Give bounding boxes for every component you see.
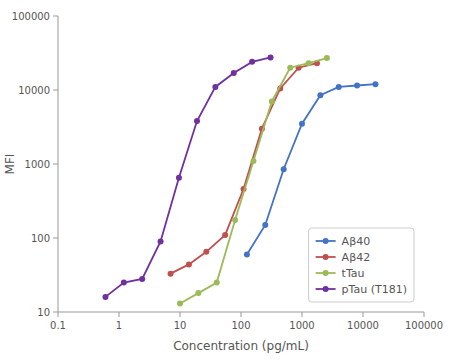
- data-point: [186, 261, 192, 267]
- data-point: [249, 59, 255, 65]
- series-line: [171, 63, 317, 273]
- x-tick: [302, 312, 303, 317]
- x-tick: [241, 312, 242, 317]
- data-point: [287, 65, 293, 71]
- legend-marker: [323, 270, 329, 276]
- y-tick: [53, 164, 58, 165]
- x-tick: [363, 312, 364, 317]
- y-axis-label: MFI: [3, 154, 17, 175]
- chart: 0.1 1 10 100 1000 10000 100000 10 100 1000 10000 10…: [0, 0, 450, 360]
- data-point: [262, 222, 268, 228]
- y-tick: [53, 16, 58, 17]
- x-tick-label: 1: [116, 320, 122, 331]
- legend-marker: [323, 286, 329, 292]
- data-point: [203, 249, 209, 255]
- data-point: [306, 60, 312, 66]
- data-point: [336, 84, 342, 90]
- legend-label: Aβ42: [342, 251, 371, 264]
- data-point: [372, 81, 378, 87]
- legend: Aβ40 Aβ42 tTau pTau (T181): [309, 228, 414, 302]
- legend-label: tTau: [342, 267, 365, 280]
- y-tick-label: 100000: [12, 11, 50, 22]
- legend-marker: [323, 254, 329, 260]
- data-point: [269, 98, 275, 104]
- y-tick-label: 1000: [25, 159, 50, 170]
- y-tick: [53, 312, 58, 313]
- x-tick: [58, 312, 59, 317]
- x-tick-label: 10: [174, 320, 187, 331]
- y-tick-label: 10: [37, 307, 50, 318]
- y-tick-label: 10000: [18, 85, 50, 96]
- data-point: [354, 83, 360, 89]
- x-tick-label: 10000: [347, 320, 379, 331]
- data-point: [195, 290, 201, 296]
- data-point: [222, 232, 228, 238]
- data-point: [176, 175, 182, 181]
- x-axis-label: Concentration (pg/mL): [173, 339, 309, 353]
- x-tick: [180, 312, 181, 317]
- data-point: [324, 55, 330, 61]
- y-tick-label: 100: [31, 233, 50, 244]
- data-point: [194, 118, 200, 124]
- legend-label: pTau (T181): [342, 283, 407, 296]
- data-point: [168, 271, 174, 277]
- data-point: [139, 276, 145, 282]
- data-point: [231, 70, 237, 76]
- x-tick-label: 0.1: [50, 320, 66, 331]
- data-point: [177, 301, 183, 307]
- data-point: [250, 158, 256, 164]
- series-line: [105, 57, 270, 296]
- data-point: [102, 294, 108, 300]
- x-tick: [424, 312, 425, 317]
- legend-box: [309, 228, 414, 302]
- data-point: [158, 238, 164, 244]
- data-point: [121, 280, 127, 286]
- y-tick: [53, 238, 58, 239]
- data-point: [268, 54, 274, 60]
- data-point: [281, 166, 287, 172]
- data-point: [212, 84, 218, 90]
- x-tick-label: 1000: [289, 320, 314, 331]
- data-point: [232, 217, 238, 223]
- legend-label: Aβ40: [342, 235, 371, 248]
- series-line: [180, 58, 327, 303]
- x-tick-label: 100: [231, 320, 250, 331]
- x-tick-label: 100000: [405, 320, 443, 331]
- y-tick: [53, 90, 58, 91]
- data-point: [214, 280, 220, 286]
- x-tick: [119, 312, 120, 317]
- data-point: [317, 92, 323, 98]
- legend-marker: [323, 238, 329, 244]
- data-point: [244, 251, 250, 257]
- data-point: [299, 121, 305, 127]
